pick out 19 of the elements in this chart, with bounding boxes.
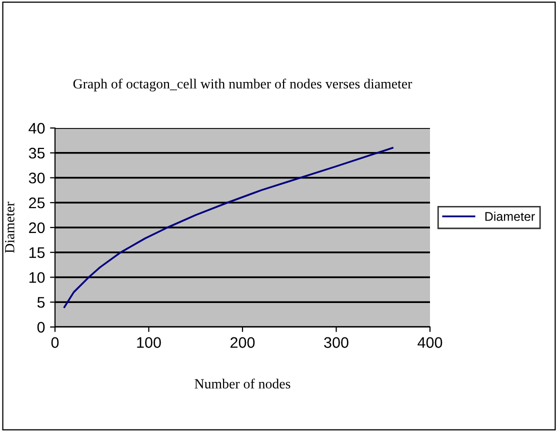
x-tick-label: 100	[137, 337, 161, 348]
y-tick-label: 25	[29, 197, 45, 208]
y-tick-label: 30	[28, 172, 45, 184]
line-series	[63, 146, 394, 308]
chart-title: Graph of octagon_cell with number of nodes verses diameter	[73, 78, 412, 92]
y-tick-label: 0	[37, 322, 45, 333]
x-axis-title: Number of nodes	[194, 378, 290, 389]
y-tick-label: 15	[29, 247, 45, 258]
x-tick-label: 300	[324, 337, 348, 348]
y-tick-label: 10	[29, 272, 45, 283]
x-tick-label: 0	[51, 337, 59, 348]
y-tick-label: 40	[28, 122, 45, 134]
y-tick-label: 5	[37, 297, 45, 308]
y-tick-label: 35	[28, 148, 45, 159]
y-axis-title: Diameter	[5, 202, 14, 253]
x-tick-label: 400	[418, 337, 442, 348]
y-tick-label: 20	[29, 222, 45, 234]
legend-label: Diameter	[485, 212, 535, 221]
x-tick-label: 200	[230, 337, 255, 348]
